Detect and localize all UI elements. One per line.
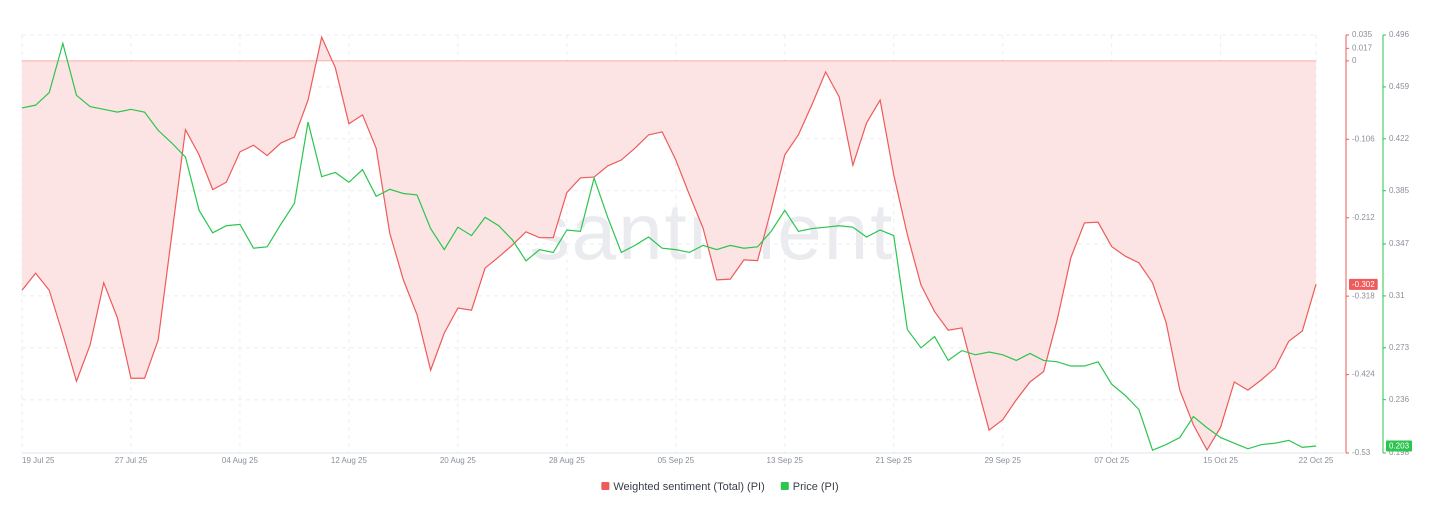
value-badge [1349, 278, 1378, 290]
x-tick-label: 20 Aug 25 [440, 456, 477, 465]
y2-tick-label: 0.236 [1389, 395, 1410, 404]
value-label: 0.203 [1389, 442, 1410, 451]
x-tick-label: 28 Aug 25 [549, 456, 586, 465]
x-tick-label: 29 Sep 25 [984, 456, 1021, 465]
area [22, 37, 1316, 451]
x-tick-label: 22 Oct 25 [1299, 456, 1334, 465]
y-tick-label: -0.424 [1352, 370, 1375, 379]
legend-label[interactable]: Price (PI) [793, 481, 839, 493]
legend-label[interactable]: Weighted sentiment (Total) (PI) [613, 481, 764, 493]
y-tick-label: 0.035 [1352, 30, 1373, 39]
y2-tick-label: 0.459 [1389, 82, 1410, 91]
x-tick-label: 13 Sep 25 [767, 456, 804, 465]
legend-swatch[interactable] [601, 482, 610, 490]
x-tick-label: 12 Aug 25 [331, 456, 368, 465]
y-tick-label: 0.017 [1352, 43, 1373, 52]
x-tick-label: 15 Oct 25 [1203, 456, 1238, 465]
line [21, 41, 1317, 451]
value-badge [1386, 440, 1413, 452]
x-tick-label: 05 Sep 25 [658, 456, 695, 465]
y-tick-label: -0.53 [1352, 448, 1371, 457]
y2-tick-label: 0.385 [1389, 186, 1410, 195]
x-tick-label: 07 Oct 25 [1094, 456, 1129, 465]
y2-tick-label: 0.347 [1389, 239, 1410, 248]
y2-tick-label: 0.31 [1389, 291, 1405, 300]
x-tick-label: 04 Aug 25 [222, 456, 259, 465]
y2-tick-label: 0.198 [1389, 448, 1410, 457]
y2-tick-label: 0.496 [1389, 30, 1410, 39]
y2-tick-label: 0.422 [1389, 134, 1410, 143]
x-tick-label: 27 Jul 25 [115, 456, 148, 465]
value-label: -0.302 [1352, 280, 1375, 289]
line [21, 35, 1317, 452]
y-tick-label: 0 [1352, 56, 1357, 65]
y-tick-label: -0.212 [1352, 213, 1375, 222]
y-tick-label: -0.318 [1352, 291, 1375, 300]
x-tick-label: 21 Sep 25 [876, 456, 913, 465]
legend-swatch[interactable] [780, 482, 789, 490]
y-tick-label: -0.106 [1352, 134, 1375, 143]
x-tick-label: 19 Jul 25 [22, 456, 55, 465]
y2-tick-label: 0.273 [1389, 343, 1410, 352]
